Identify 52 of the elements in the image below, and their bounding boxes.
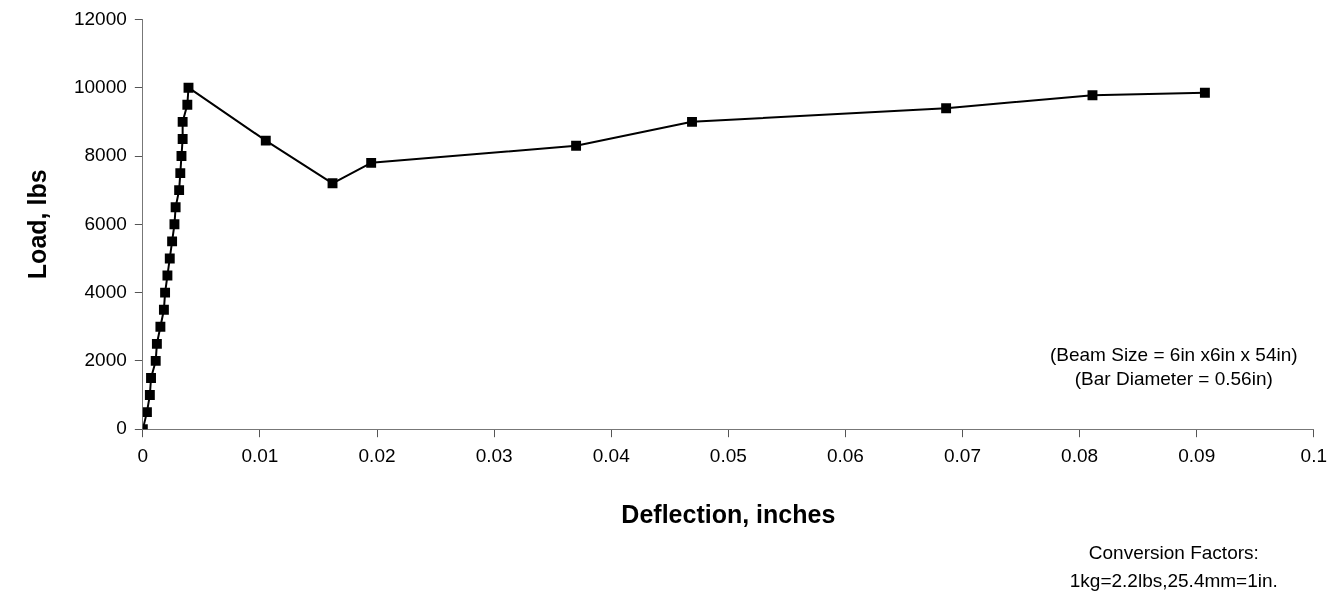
- point: [175, 168, 186, 179]
- point: [366, 157, 377, 168]
- x-tick-label: 0.01: [241, 444, 279, 466]
- point: [151, 338, 162, 349]
- point: [260, 135, 271, 146]
- x-tick-label: 0.02: [358, 444, 396, 466]
- x-tick-label: 0: [137, 444, 149, 466]
- point: [158, 304, 169, 315]
- point: [1199, 87, 1210, 98]
- x-tick-label: 0.09: [1178, 444, 1216, 466]
- point: [170, 202, 181, 213]
- y-axis-title: Load, lbs: [22, 169, 51, 280]
- point: [183, 82, 194, 93]
- x-tick-label: 0.04: [592, 444, 631, 466]
- annotation: (Beam Size = 6in x6in x 54in): [1049, 343, 1298, 365]
- y-tick-label: 4000: [84, 280, 127, 302]
- point: [177, 133, 188, 144]
- text: Conversion Factors:: [1088, 542, 1259, 564]
- point: [167, 236, 178, 247]
- y-tick-label: 0: [116, 417, 127, 439]
- point: [162, 270, 173, 281]
- y-tick-label: 8000: [84, 144, 127, 166]
- x-tick-label: 0.03: [475, 444, 513, 466]
- point: [687, 116, 697, 127]
- point: [144, 390, 155, 400]
- point: [327, 178, 338, 189]
- y-tick-label: 12000: [73, 7, 127, 29]
- point: [182, 99, 193, 110]
- y-tick-label: 10000: [73, 75, 127, 97]
- y-tick-label: 2000: [84, 349, 127, 371]
- point: [1087, 90, 1098, 101]
- x-tick-label: 0.08: [1061, 444, 1099, 466]
- x-tick-label: 0.06: [826, 444, 864, 466]
- point: [176, 151, 187, 161]
- x-tick-label: 0.05: [709, 444, 747, 466]
- point: [174, 185, 185, 196]
- annotation: (Bar Diameter = 0.56in): [1074, 368, 1273, 390]
- point: [150, 355, 161, 366]
- point: [164, 253, 175, 264]
- point: [571, 140, 582, 151]
- x-axis-title: Deflection, inches: [621, 499, 836, 528]
- point: [146, 373, 156, 383]
- text: 1kg=2.2lbs,25.4mm=1in.: [1069, 570, 1278, 592]
- x-tick-label: 0.1: [1300, 444, 1327, 466]
- point: [155, 321, 166, 332]
- point: [941, 103, 952, 114]
- x-tick-label: 0.07: [944, 444, 981, 466]
- y-tick-label: 6000: [84, 212, 127, 234]
- point: [160, 287, 171, 298]
- point: [169, 219, 180, 230]
- point: [142, 407, 152, 418]
- point: [177, 116, 188, 127]
